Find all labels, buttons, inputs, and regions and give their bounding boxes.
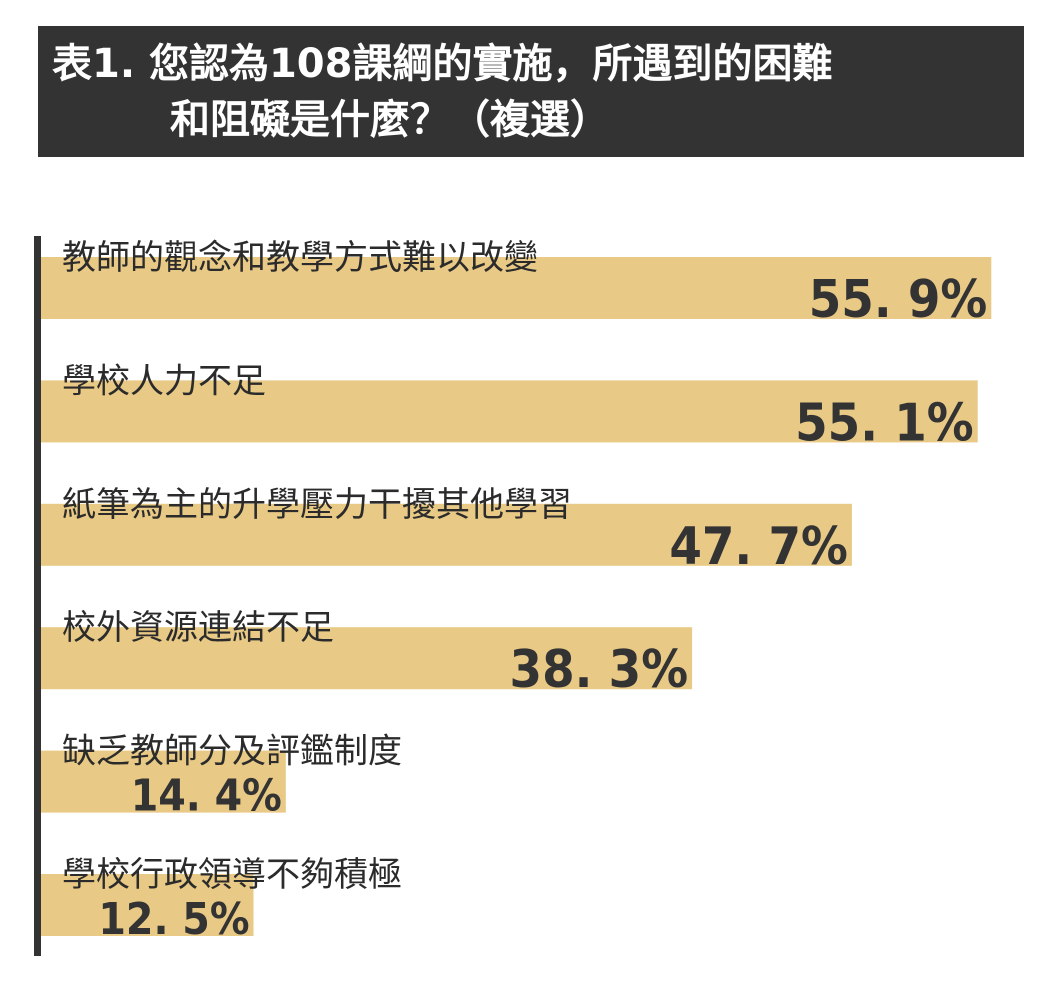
bar [41,750,286,813]
bars-layer: 教師的觀念和教學方式難以改變 55. 9% 學校人力不足 55. 1% 紙筆為主的升學壓… [41,238,992,945]
bar [41,257,992,319]
category-label: 學校人力不足 [62,361,266,401]
y-axis-line [34,236,41,956]
bar [41,874,254,936]
value-label: 55. 1% [795,393,974,453]
chart-title-line-1: 表1. 您認為108課綱的實施，所遇到的困難 [52,41,833,87]
value-label: 47. 7% [669,517,848,577]
chart-title-box: 表1. 您認為108課綱的實施，所遇到的困難 和阻礙是什麼？（複選） [38,26,1024,157]
value-label: 55. 9% [809,270,988,330]
value-label: 38. 3% [510,640,689,700]
bar [41,503,852,566]
bar [41,627,693,690]
category-label: 教師的觀念和教學方式難以改變 [62,238,538,278]
chart-title-line-2: 和阻礙是什麼？（複選） [170,97,610,143]
bar [41,380,978,443]
category-label: 缺乏教師分及評鑑制度 [62,732,402,772]
category-label: 校外資源連結不足 [62,608,334,648]
value-label: 12. 5% [98,894,249,945]
value-label: 14. 4% [131,771,282,822]
category-label: 學校行政領導不夠積極 [62,855,402,895]
category-label: 紙筆為主的升學壓力干擾其他學習 [62,485,572,525]
